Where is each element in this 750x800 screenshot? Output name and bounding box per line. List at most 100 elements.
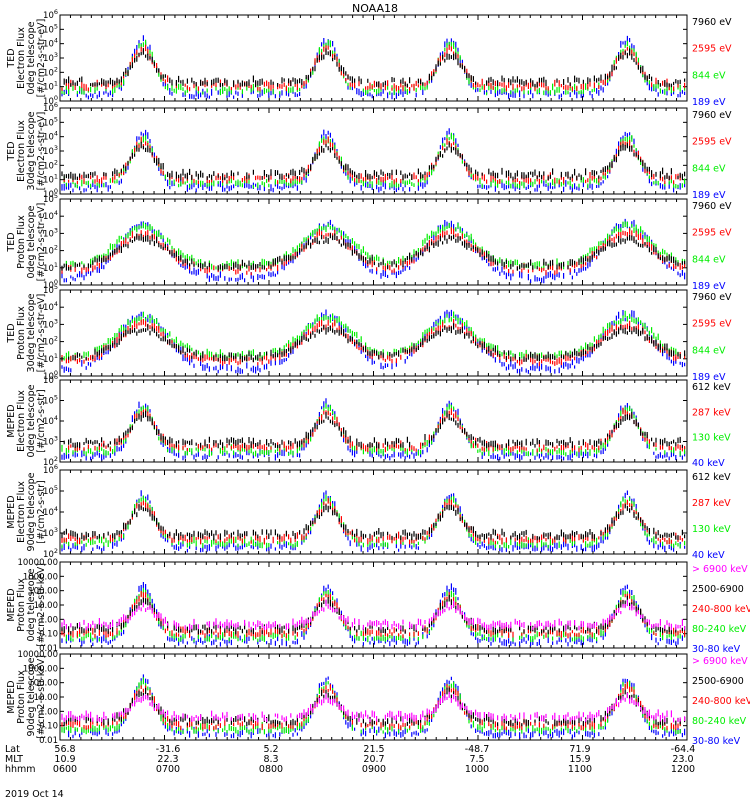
legend-entry: 2595 eV xyxy=(692,228,732,239)
legend-entry: > 6900 keV xyxy=(692,656,748,667)
flux-series xyxy=(63,410,683,449)
panel-frame xyxy=(59,107,688,195)
flux-traces xyxy=(61,674,686,739)
flux-series xyxy=(61,323,686,363)
y-tick-label: 10000.00 xyxy=(17,558,58,568)
legend-entry: 130 keV xyxy=(692,433,731,444)
y-tick-label: 10000.00 xyxy=(17,650,58,660)
panel-8: 0.01 0.10 1.00 10.00 100.00 1000.00 10000.00ME… xyxy=(6,650,750,747)
legend-entry: 7960 eV xyxy=(692,110,732,121)
legend-entry: 844 eV xyxy=(692,345,726,356)
flux-series xyxy=(61,599,686,631)
figure-title: NOAA18 xyxy=(352,2,398,15)
y-tick-label: 103 xyxy=(43,435,58,448)
legend-entry: 130 keV xyxy=(692,524,731,535)
flux-series xyxy=(61,44,686,92)
legend-entry: 7960 eV xyxy=(692,17,732,28)
x-tick-label: -48.7 xyxy=(465,744,490,755)
legend-entry: 287 keV xyxy=(692,407,731,418)
y-tick-label: 106 xyxy=(43,101,58,114)
y-tick-label: 10.00 xyxy=(34,601,58,611)
x-tick-label: 1100 xyxy=(568,764,592,775)
y-tick-label: 105 xyxy=(43,192,58,205)
y-tick-label: 104 xyxy=(43,505,58,518)
y-tick-label: 105 xyxy=(43,394,58,407)
legend-entry: 2500-6900 xyxy=(692,676,744,687)
flux-series xyxy=(61,128,686,193)
flux-traces xyxy=(61,582,686,647)
flux-series xyxy=(61,227,686,276)
flux-series xyxy=(61,218,686,284)
legend-entry: 844 eV xyxy=(692,254,726,265)
legend-entry: 7960 eV xyxy=(692,292,732,303)
y-tick-label: 106 xyxy=(43,463,58,476)
flux-series xyxy=(63,48,686,88)
y-tick-label: 104 xyxy=(43,37,58,50)
y-tick-label: 105 xyxy=(43,484,58,497)
x-tick-label: 15.9 xyxy=(569,754,590,765)
legend-entry: 189 eV xyxy=(692,281,726,292)
y-tick-label: 106 xyxy=(43,8,58,21)
x-tick-label: 5.2 xyxy=(263,744,278,755)
y-tick-label: 103 xyxy=(43,317,58,330)
flux-series xyxy=(61,233,686,271)
x-tick-label: 20.7 xyxy=(363,754,384,765)
y-axis-label: MEPEDProton Flux90deg telescope[#/cm2-s-… xyxy=(6,655,47,739)
y-tick-label: 101 xyxy=(43,261,58,274)
y-axis-label: TEDProton Flux0deg telescope[#/cm2-s-str… xyxy=(6,203,47,282)
y-tick-label: 103 xyxy=(43,226,58,239)
x-tick-label: 1200 xyxy=(671,764,695,775)
legend-entry: 287 keV xyxy=(692,498,731,509)
x-tick-label: 0900 xyxy=(362,764,386,775)
y-tick-label: 105 xyxy=(43,22,58,35)
y-axis-label: MEPEDElectron Flux90deg telescope[#/cm2-… xyxy=(6,472,47,551)
y-tick-label: 105 xyxy=(43,283,58,296)
flux-series xyxy=(61,39,686,96)
flux-series xyxy=(61,318,686,367)
legend-entry: 189 eV xyxy=(692,97,726,108)
legend-entry: 80-240 keV xyxy=(692,624,747,635)
y-tick-label: 102 xyxy=(43,547,58,560)
y-tick-label: 0.10 xyxy=(39,722,58,732)
y-tick-label: 102 xyxy=(43,455,58,468)
flux-traces xyxy=(61,218,686,284)
flux-series xyxy=(63,674,686,739)
y-tick-label: 104 xyxy=(43,130,58,143)
flux-series xyxy=(63,687,686,727)
legend-entry: 40 keV xyxy=(692,550,725,561)
flux-series xyxy=(61,494,686,549)
y-tick-label: 100 xyxy=(43,278,58,291)
y-axis-label: TEDElectron Flux0deg telescope[#/cm2-s-s… xyxy=(6,19,47,98)
legend-entry: 2500-6900 xyxy=(692,584,744,595)
y-tick-label: 0.01 xyxy=(39,644,58,654)
legend-entry: 40 keV xyxy=(692,458,725,469)
legend-entry: 612 keV xyxy=(692,472,731,483)
y-tick-label: 102 xyxy=(43,244,58,257)
y-tick-label: 102 xyxy=(43,335,58,348)
legend-entry: 612 keV xyxy=(692,382,731,393)
x-tick-label: 7.5 xyxy=(469,754,484,765)
flux-series xyxy=(61,141,686,181)
y-axis-label: TEDProton Flux30deg telescope[#/cm2-s-st… xyxy=(6,293,47,372)
y-tick-label: 100 xyxy=(43,369,58,382)
x-tick-label: 23.0 xyxy=(672,754,693,765)
flux-series xyxy=(61,498,683,545)
flux-series xyxy=(61,398,686,461)
x-tick-label: 1000 xyxy=(465,764,489,775)
x-tick-label: -31.6 xyxy=(156,744,181,755)
flux-series xyxy=(63,132,686,189)
x-tick-label: -64.4 xyxy=(671,744,696,755)
legend-entry: 30-80 keV xyxy=(692,736,741,747)
legend-entry: 844 eV xyxy=(692,163,726,174)
y-tick-label: 100.00 xyxy=(28,679,58,689)
flux-series xyxy=(61,504,686,541)
y-tick-label: 104 xyxy=(43,209,58,222)
legend-entry: 240-800 keV xyxy=(692,696,750,707)
y-axis-label: TEDElectron Flux30deg telescope[#/cm2-s-… xyxy=(6,111,47,190)
legend-entry: 7960 eV xyxy=(692,201,732,212)
legend-entry: 189 eV xyxy=(692,372,726,383)
flux-series xyxy=(61,591,686,639)
